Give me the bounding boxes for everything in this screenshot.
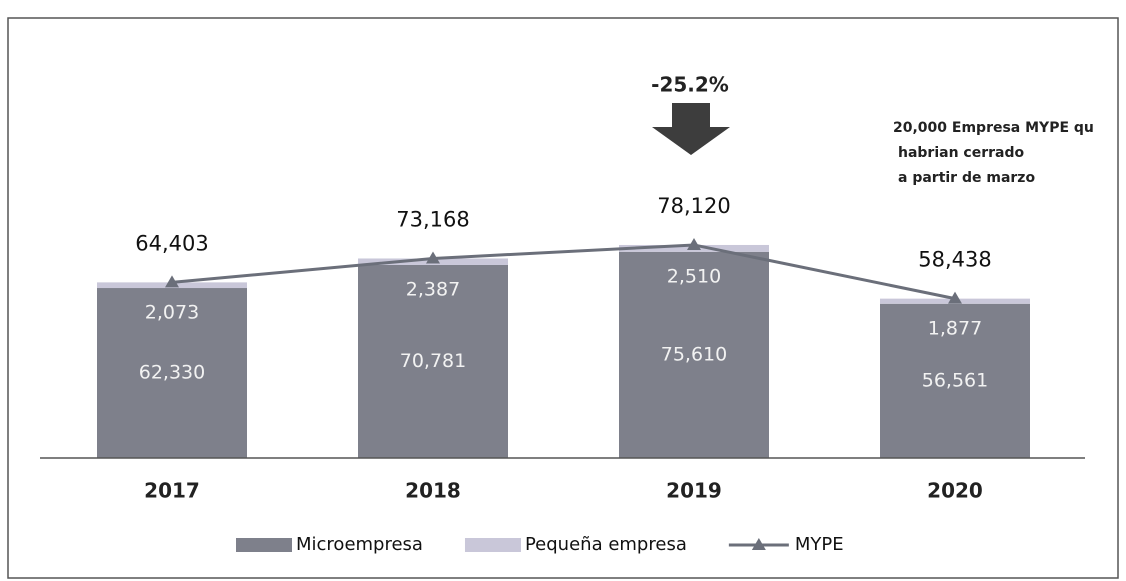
annotation: a partir de marzo xyxy=(898,170,1035,186)
data-label: 62,330 xyxy=(139,362,205,384)
data-label: 70,781 xyxy=(400,350,466,372)
data-label: 1,877 xyxy=(928,317,982,339)
bar-segment xyxy=(97,288,247,458)
data-label: 2,510 xyxy=(667,265,721,287)
legend-swatch xyxy=(464,538,521,552)
total-label: 58,438 xyxy=(918,248,991,272)
legend-label: MYPE xyxy=(795,534,844,555)
annotation: -25.2% xyxy=(651,73,729,97)
down-arrow xyxy=(652,103,730,155)
legend-marker xyxy=(751,538,766,550)
legend-label: Microempresa xyxy=(296,534,423,555)
line-marker xyxy=(165,275,179,288)
total-label: 73,168 xyxy=(396,207,469,231)
total-label: 78,120 xyxy=(657,194,730,218)
annotation: habrian cerrado xyxy=(898,145,1024,161)
x-tick-label: 2020 xyxy=(927,479,983,503)
data-label: 56,561 xyxy=(922,369,988,391)
legend-label: Pequeña empresa xyxy=(525,534,687,555)
x-tick-label: 2019 xyxy=(666,479,722,503)
data-label: 75,610 xyxy=(661,343,727,365)
x-tick-label: 2018 xyxy=(405,479,461,503)
legend-swatch xyxy=(236,538,292,552)
total-label: 64,403 xyxy=(135,231,208,255)
bar-segment xyxy=(880,303,1030,458)
data-label: 2,073 xyxy=(145,302,199,324)
x-tick-label: 2017 xyxy=(144,479,200,503)
data-label: 2,387 xyxy=(406,278,460,300)
line-marker xyxy=(687,237,701,250)
annotation: 20,000 Empresa MYPE qu xyxy=(893,120,1094,136)
bar-segment xyxy=(619,251,769,458)
bar-segment xyxy=(358,264,508,458)
line-marker xyxy=(426,251,440,264)
line-marker xyxy=(948,291,962,304)
line xyxy=(171,243,956,301)
